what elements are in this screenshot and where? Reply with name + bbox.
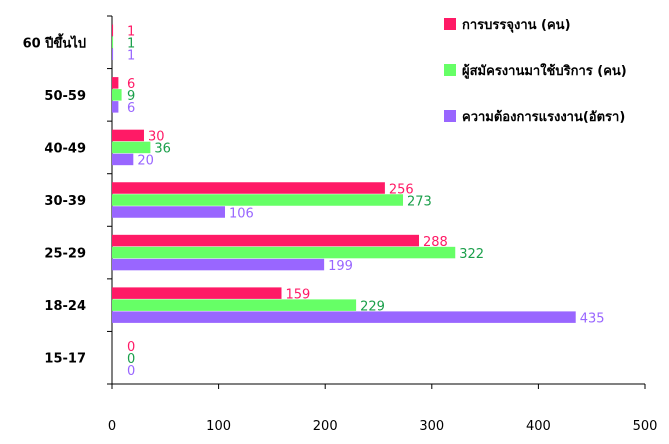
legend-label-labor-demand: ความต้องการแรงงาน(อัตรา) [462, 109, 626, 125]
y-category-label-40-49: 40-49 [44, 141, 86, 156]
data-label-25-29-series-3: 199 [328, 259, 353, 274]
bar-50-59-series-2 [112, 89, 122, 101]
bar-18-24-series-3 [112, 311, 576, 323]
data-label-18-24-series-3: 435 [580, 311, 605, 326]
x-tick-label: 200 [313, 419, 338, 434]
bar-60-series-2 [112, 36, 114, 49]
bar-25-29-series-1 [112, 234, 420, 247]
data-label-40-49-series-2: 36 [154, 142, 171, 157]
legend-swatch-labor-demand [444, 110, 456, 122]
data-label-60-series-2: 1 [127, 37, 135, 52]
legend-item-placements: การบรรจุงาน (คน) [444, 14, 666, 34]
y-category-label-50-59: 50-59 [44, 89, 86, 104]
x-tick-label: 0 [108, 419, 116, 434]
bar-30-39-series-3 [112, 206, 225, 218]
data-label-30-39-series-3: 106 [229, 206, 254, 221]
bar-18-24-series-1 [112, 287, 282, 299]
bar-40-49-series-3 [112, 153, 134, 166]
legend-label-placements: การบรรจุงาน (คน) [462, 17, 571, 33]
y-category-label-18-24: 18-24 [44, 299, 86, 314]
bar-25-29-series-3 [112, 258, 325, 271]
data-label-15-17-series-1: 0 [127, 340, 135, 355]
bar-40-49-series-1 [112, 129, 144, 142]
bar-25-29-series-2 [112, 246, 456, 259]
y-category-label-30-39: 30-39 [44, 194, 86, 209]
y-category-label-60: 60 ปีขึ้นไป [23, 32, 86, 51]
data-label-60-series-3: 1 [127, 49, 135, 64]
bar-60-series-3 [112, 48, 114, 61]
x-tick-label: 300 [419, 419, 444, 434]
legend-swatch-placements [444, 18, 456, 30]
data-label-18-24-series-1: 159 [285, 287, 310, 302]
data-label-50-59-series-2: 9 [127, 89, 135, 104]
data-label-60-series-1: 1 [127, 25, 135, 40]
bar-30-39-series-1 [112, 182, 385, 194]
legend-item-applicants: ผู้สมัครงานมาใช้บริการ (คน) [444, 60, 666, 80]
legend-label-applicants: ผู้สมัครงานมาใช้บริการ (คน) [462, 63, 627, 79]
data-label-40-49-series-3: 20 [137, 154, 154, 169]
data-label-15-17-series-3: 0 [127, 364, 135, 379]
data-label-18-24-series-2: 229 [360, 299, 385, 314]
data-label-30-39-series-2: 273 [407, 194, 432, 209]
legend-item-labor-demand: ความต้องการแรงงาน(อัตรา) [444, 106, 666, 126]
x-tick-label: 500 [633, 419, 658, 434]
data-label-50-59-series-3: 6 [127, 101, 135, 116]
data-label-50-59-series-1: 6 [127, 77, 135, 92]
bar-60-series-1 [112, 24, 114, 37]
data-label-25-29-series-2: 322 [459, 247, 484, 262]
legend-swatch-applicants [444, 64, 456, 76]
data-label-25-29-series-1: 288 [423, 235, 448, 250]
y-category-label-25-29: 25-29 [44, 247, 86, 262]
bar-50-59-series-3 [112, 101, 119, 113]
x-tick-label: 100 [206, 419, 231, 434]
bar-50-59-series-1 [112, 77, 119, 89]
y-category-label-15-17: 15-17 [44, 352, 86, 367]
x-tick-label: 400 [526, 419, 551, 434]
bar-30-39-series-2 [112, 194, 404, 206]
data-label-40-49-series-1: 30 [148, 130, 165, 145]
data-label-30-39-series-1: 256 [389, 182, 414, 197]
chart-legend: การบรรจุงาน (คน) ผู้สมัครงานมาใช้บริการ … [444, 14, 666, 152]
data-label-15-17-series-2: 0 [127, 352, 135, 367]
bar-18-24-series-2 [112, 299, 357, 311]
bar-40-49-series-2 [112, 141, 151, 154]
